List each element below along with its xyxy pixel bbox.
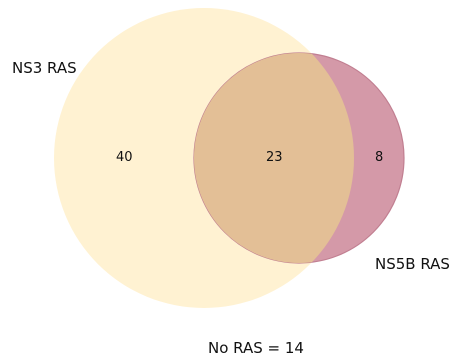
only-ns3-count: 40 (116, 150, 133, 165)
no-ras-note: No RAS = 14 (208, 339, 304, 357)
intersection-count: 23 (266, 150, 283, 165)
ns3-set-label: NS3 RAS (12, 59, 77, 77)
ns5b-set-label: NS5B RAS (375, 255, 450, 273)
only-ns5b-count: 8 (375, 150, 384, 165)
